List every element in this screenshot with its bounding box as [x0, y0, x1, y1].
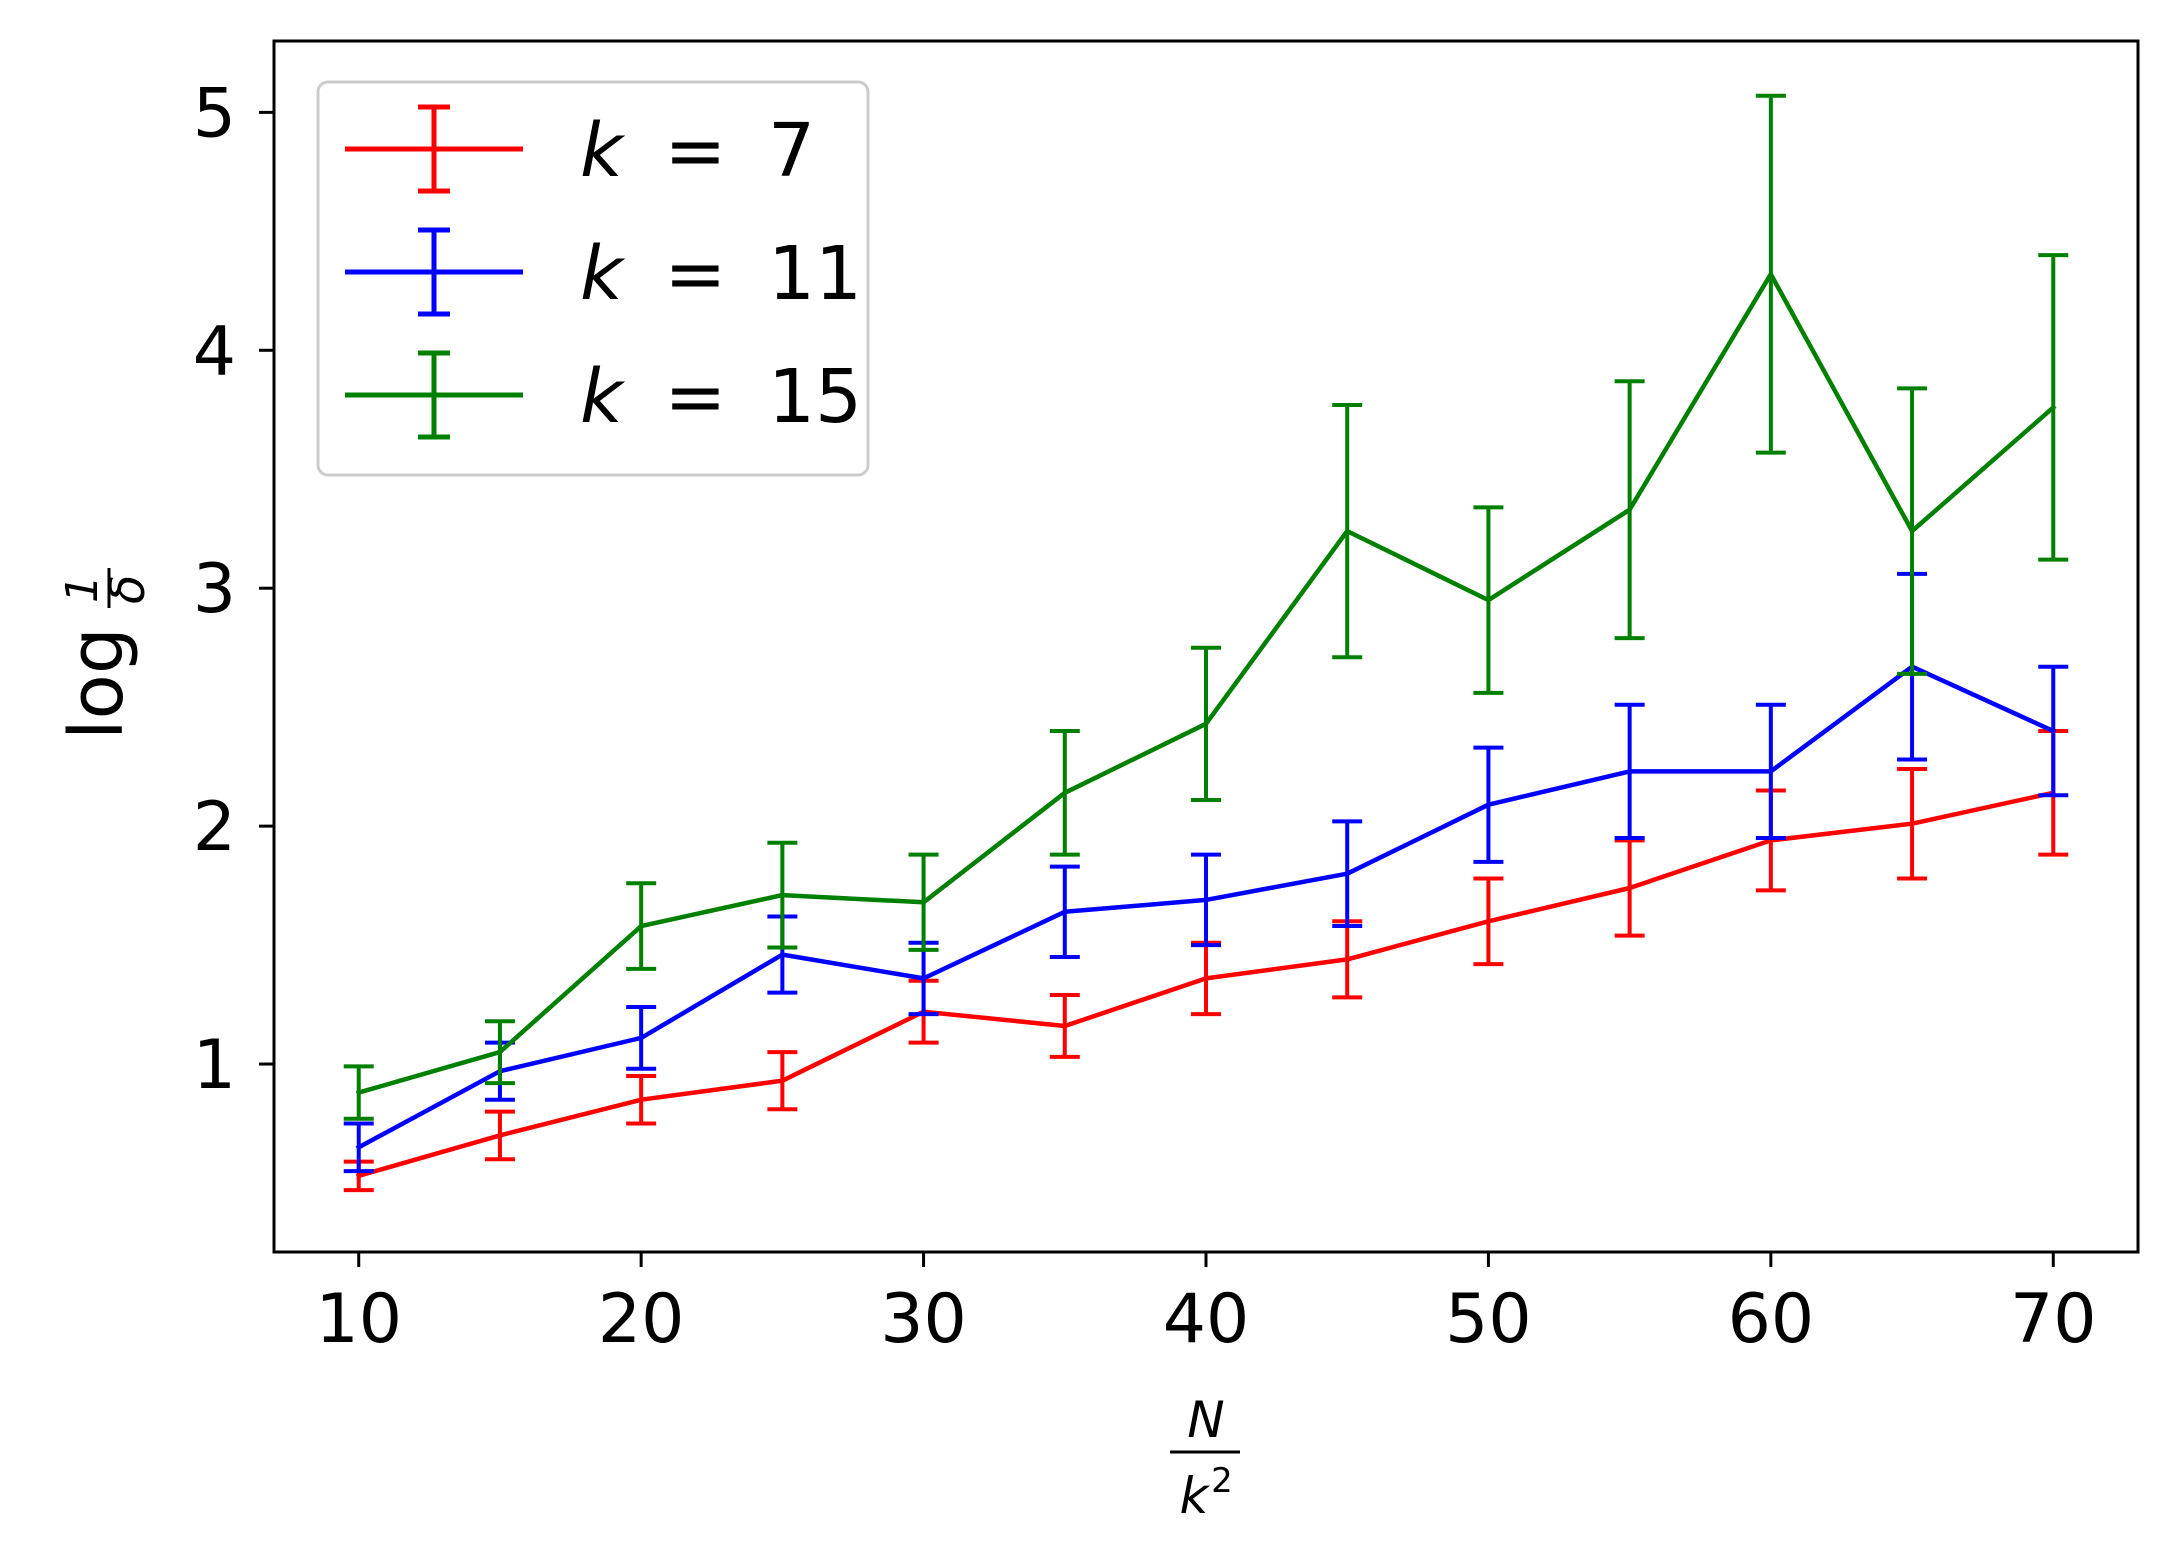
x-label-exponent: 2 — [1211, 1461, 1233, 1501]
y-tick-label: 3 — [193, 550, 236, 629]
y-tick-label: 2 — [193, 788, 236, 867]
legend-label-k11: k = 11 — [580, 231, 862, 317]
series-line — [355, 664, 2057, 1151]
data-point — [638, 1097, 644, 1103]
y-tick-label: 1 — [193, 1026, 236, 1105]
y-axis: 1 2 3 4 5 — [193, 74, 274, 1105]
data-point — [1627, 507, 1633, 513]
legend-entry-k7: k = 7 — [345, 104, 815, 194]
data-point — [1062, 909, 1068, 915]
x-tick-label: 20 — [598, 1280, 685, 1359]
x-axis-label: N k 2 — [1170, 1391, 1240, 1525]
x-tick-label: 70 — [2010, 1280, 2097, 1359]
data-point — [497, 1132, 503, 1138]
legend-var-k7: k — [580, 108, 626, 194]
series-line — [355, 790, 2056, 1179]
legend-box — [316, 80, 870, 477]
data-point — [638, 923, 644, 929]
data-point — [1485, 802, 1491, 808]
data-point — [1627, 768, 1633, 774]
x-tick-label: 60 — [1728, 1280, 1815, 1359]
data-point — [2050, 728, 2056, 734]
data-point — [1062, 790, 1068, 796]
legend-entry-k15: k = 15 — [345, 350, 862, 440]
y-label-prefix: log — [54, 627, 140, 740]
x-tick-label: 30 — [880, 1280, 967, 1359]
data-point — [1909, 821, 1915, 827]
legend-entry-k11: k = 11 — [345, 227, 862, 317]
data-point — [356, 1144, 362, 1150]
x-tick-label: 40 — [1163, 1280, 1250, 1359]
series-11 — [343, 571, 2069, 1174]
data-point — [2050, 404, 2056, 410]
y-label-numerator: 1 — [57, 575, 108, 603]
data-point — [1203, 721, 1209, 727]
series-line — [355, 271, 2057, 1096]
y-label-denominator: δ — [100, 575, 156, 604]
legend-var-k11: k — [580, 231, 626, 317]
legend-val-k7: 7 — [768, 108, 815, 194]
data-point — [779, 892, 785, 898]
data-point — [1344, 956, 1350, 962]
legend-eq-k15: = — [664, 354, 726, 440]
data-point — [1909, 528, 1915, 534]
data-point — [921, 975, 927, 981]
data-point — [1485, 597, 1491, 603]
data-point — [1768, 271, 1774, 277]
x-label-numerator: N — [1187, 1391, 1224, 1449]
data-point — [1768, 768, 1774, 774]
data-point — [1203, 975, 1209, 981]
x-tick-label: 50 — [1445, 1280, 1532, 1359]
y-tick-label: 4 — [193, 312, 236, 391]
series-15 — [343, 93, 2069, 1121]
y-tick-label: 5 — [193, 74, 236, 153]
legend: k = 7 k = 11 k = 15 — [316, 80, 870, 477]
data-point — [497, 1049, 503, 1055]
data-point — [1344, 871, 1350, 877]
data-point — [356, 1173, 362, 1179]
legend-eq-k11: = — [664, 231, 726, 317]
legend-val-k11: 11 — [768, 231, 862, 317]
data-point — [1062, 1023, 1068, 1029]
data-point — [1627, 885, 1633, 891]
legend-label-k15: k = 15 — [580, 354, 862, 440]
series-layer — [343, 93, 2069, 1193]
data-point — [921, 899, 927, 905]
legend-eq-k7: = — [664, 108, 726, 194]
data-point — [1485, 918, 1491, 924]
series-7 — [343, 728, 2069, 1193]
data-point — [356, 1090, 362, 1096]
x-label-denominator: k — [1180, 1467, 1211, 1525]
x-axis: 10 20 30 40 50 60 70 — [315, 1252, 2097, 1359]
data-point — [638, 1035, 644, 1041]
x-tick-label: 10 — [315, 1280, 402, 1359]
legend-val-k15: 15 — [768, 354, 862, 440]
data-point — [1203, 897, 1209, 903]
data-point — [779, 952, 785, 958]
y-axis-label: log 1 δ — [54, 568, 156, 740]
legend-label-k7: k = 7 — [580, 108, 815, 194]
data-point — [1344, 528, 1350, 534]
data-point — [779, 1078, 785, 1084]
legend-var-k15: k — [580, 354, 626, 440]
